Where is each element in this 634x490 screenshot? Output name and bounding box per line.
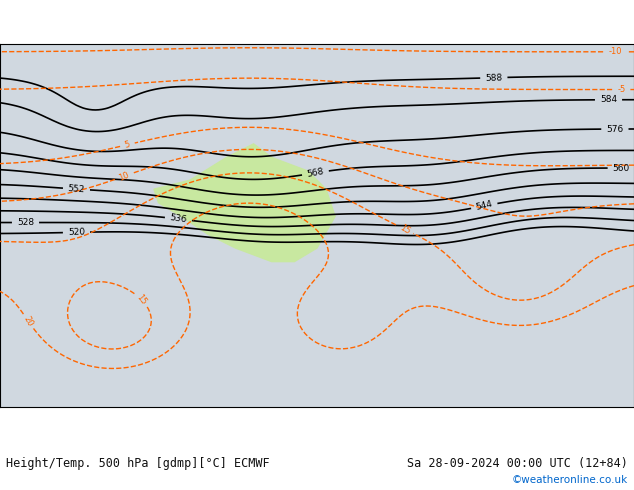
Text: 20: 20: [22, 315, 35, 328]
Text: 536: 536: [169, 213, 188, 224]
Text: 560: 560: [612, 164, 630, 172]
Text: Sa 28-09-2024 00:00 UTC (12+84): Sa 28-09-2024 00:00 UTC (12+84): [407, 457, 628, 470]
Text: 568: 568: [306, 167, 325, 179]
Text: 584: 584: [600, 95, 617, 104]
Text: 528: 528: [17, 218, 34, 227]
Text: 15: 15: [135, 293, 148, 307]
Text: 15: 15: [398, 222, 411, 236]
Text: 544: 544: [475, 199, 493, 212]
Text: 10: 10: [118, 170, 131, 182]
Text: Height/Temp. 500 hPa [gdmp][°C] ECMWF: Height/Temp. 500 hPa [gdmp][°C] ECMWF: [6, 457, 270, 470]
Text: 576: 576: [606, 124, 623, 134]
Text: ©weatheronline.co.uk: ©weatheronline.co.uk: [512, 475, 628, 485]
Text: 520: 520: [68, 228, 85, 237]
Polygon shape: [154, 144, 335, 262]
Text: 552: 552: [68, 184, 86, 194]
Text: -5: -5: [617, 85, 625, 94]
Text: 5: 5: [124, 140, 131, 150]
Text: 588: 588: [485, 73, 503, 82]
Text: -10: -10: [608, 48, 621, 56]
